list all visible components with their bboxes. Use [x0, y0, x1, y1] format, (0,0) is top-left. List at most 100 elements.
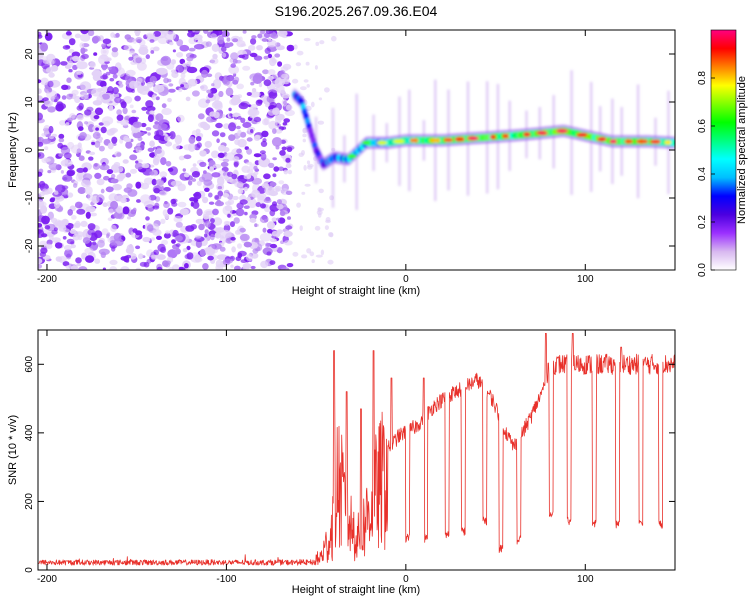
spectrogram-noise-cell: [137, 136, 143, 141]
spectrogram-noise-cell: [100, 54, 108, 60]
spectrogram-noise-cell: [67, 192, 74, 198]
spectrogram-noise-cell: [138, 253, 144, 260]
spectrogram-noise-cell: [177, 114, 185, 123]
spectrogram-noise-cell: [126, 244, 135, 255]
spectrogram-noise-cell: [110, 32, 115, 38]
spectrogram-noise-cell: [71, 51, 81, 58]
spectrogram-noise-cell: [157, 36, 169, 45]
spectrogram-noise-cell: [61, 84, 69, 91]
spectrogram-noise-cell: [196, 208, 203, 216]
spectrogram-ridge-peak: [443, 137, 454, 143]
spectrogram-noise-cell: [217, 186, 223, 190]
spectrogram-noise-cell: [155, 129, 164, 137]
spectrogram-noise-cell: [122, 206, 130, 215]
spectrogram-noise-cell: [132, 228, 138, 233]
spectrogram-noise-cell: [241, 165, 251, 173]
spectrogram-noise-cell: [145, 216, 150, 221]
spectrogram-noise-cell: [54, 219, 62, 228]
spectrogram-noise-cell: [260, 260, 269, 269]
spectrogram-noise-cell: [85, 255, 95, 263]
spectrogram-noise-cell: [211, 43, 220, 53]
spectrogram-noise-cell: [126, 183, 133, 190]
spectrogram-noise-cell: [276, 199, 282, 205]
spectrogram-noise-cell: [130, 168, 137, 174]
spectrogram-noise-cell: [187, 180, 193, 186]
spectrogram-noise-cell: [114, 96, 122, 104]
spectrogram-noise-cell: [65, 265, 73, 270]
spectrogram-noise-cell: [48, 88, 52, 93]
spectrogram-noise-cell: [283, 169, 289, 175]
spectrogram-noise-cell: [80, 33, 91, 42]
spectrogram-noise-cell: [80, 220, 88, 227]
spectrogram-noise-cell: [146, 81, 154, 87]
spectrogram-noise-cell: [190, 224, 197, 230]
spectrogram-noise-cell: [160, 55, 172, 66]
spectrogram-noise-cell: [149, 171, 155, 176]
spectrogram-noise-cell: [182, 168, 186, 172]
spectrogram-noise-cell: [167, 78, 172, 83]
spectrogram-noise-cell: [94, 230, 103, 239]
spectrogram-noise-cell: [186, 61, 192, 67]
spectrogram-noise-cell: [44, 146, 49, 151]
spectrogram-ridge: [291, 70, 675, 210]
spectrogram-noise-cell: [263, 55, 269, 60]
spectrogram-noise-cell: [287, 169, 293, 175]
spectrogram-noise-cell: [291, 78, 299, 84]
spectrogram-noise-cell: [160, 157, 167, 166]
spectrogram-noise-cell: [194, 235, 202, 239]
spectrogram-ridge-peak: [393, 139, 405, 144]
spectrogram-ridge-peak: [624, 139, 634, 144]
spectrogram-noise-cell: [178, 87, 183, 93]
spectrogram-noise-cell: [211, 243, 222, 250]
spectrogram-noise-cell: [138, 46, 149, 56]
spectrogram-ytick-label: -20: [24, 238, 35, 253]
spectrogram-noise-cell: [111, 136, 118, 144]
spectrogram-noise-cell: [154, 148, 165, 158]
spectrogram-noise-cell: [100, 47, 109, 56]
spectrogram-noise-cell: [131, 109, 137, 114]
spectrogram-noise-cell: [82, 173, 93, 181]
spectrogram-noise-cell: [215, 122, 223, 129]
spectrogram-noise-cell: [91, 141, 96, 145]
spectrogram-noise-cell: [293, 44, 298, 50]
spectrogram-noise-cell: [271, 230, 279, 237]
spectrogram-noise-cell: [47, 170, 52, 174]
spectrogram-noise-cell: [139, 131, 145, 136]
spectrogram-noise-cell: [87, 30, 95, 37]
spectrogram-ridge-peak: [454, 137, 465, 142]
spectrogram-noise-cell: [72, 225, 78, 229]
spectrogram-noise-cell: [258, 74, 263, 78]
snr-ylabel: SNR (10 * v/v): [7, 415, 19, 485]
spectrogram-noise-cell: [251, 189, 261, 198]
spectrogram-noise-cell: [237, 243, 242, 249]
spectrogram-noise-cell: [82, 237, 91, 244]
spectrogram-noise-cell: [246, 148, 253, 155]
spectrogram-noise-cell: [42, 56, 48, 61]
spectrogram-noise-cell: [210, 218, 215, 224]
spectrogram-noise-cell: [193, 198, 199, 203]
spectrogram-noise-cell: [48, 72, 55, 78]
spectrogram-noise-cell: [253, 165, 258, 170]
spectrogram-noise-cell: [89, 61, 96, 68]
spectrogram-noise-cell: [151, 237, 155, 241]
spectrogram-noise-cell: [168, 88, 176, 93]
spectrogram-noise-cell: [267, 75, 274, 81]
spectrogram-noise-cell: [84, 121, 89, 125]
spectrogram-noise-cell: [155, 96, 160, 101]
spectrogram-noise-cell: [179, 44, 190, 52]
spectrogram-noise-cell: [185, 96, 191, 102]
spectrogram-noise-cell: [72, 233, 80, 241]
spectrogram-noise-cell: [264, 198, 271, 202]
spectrogram-noise-cell: [38, 141, 44, 147]
spectrogram-noise-cell: [63, 244, 72, 251]
spectrogram-noise-cell: [62, 261, 70, 267]
spectrogram-noise-cell: [331, 35, 337, 42]
spectrogram-noise-cell: [234, 59, 242, 64]
spectrogram-noise-cell: [271, 59, 278, 64]
spectrogram-noise-cell: [237, 116, 242, 120]
spectrogram-noise-cell: [93, 52, 98, 56]
spectrogram-noise-cell: [38, 88, 42, 94]
spectrogram-noise-cell: [210, 87, 218, 94]
spectrogram-noise-cell: [76, 167, 85, 173]
